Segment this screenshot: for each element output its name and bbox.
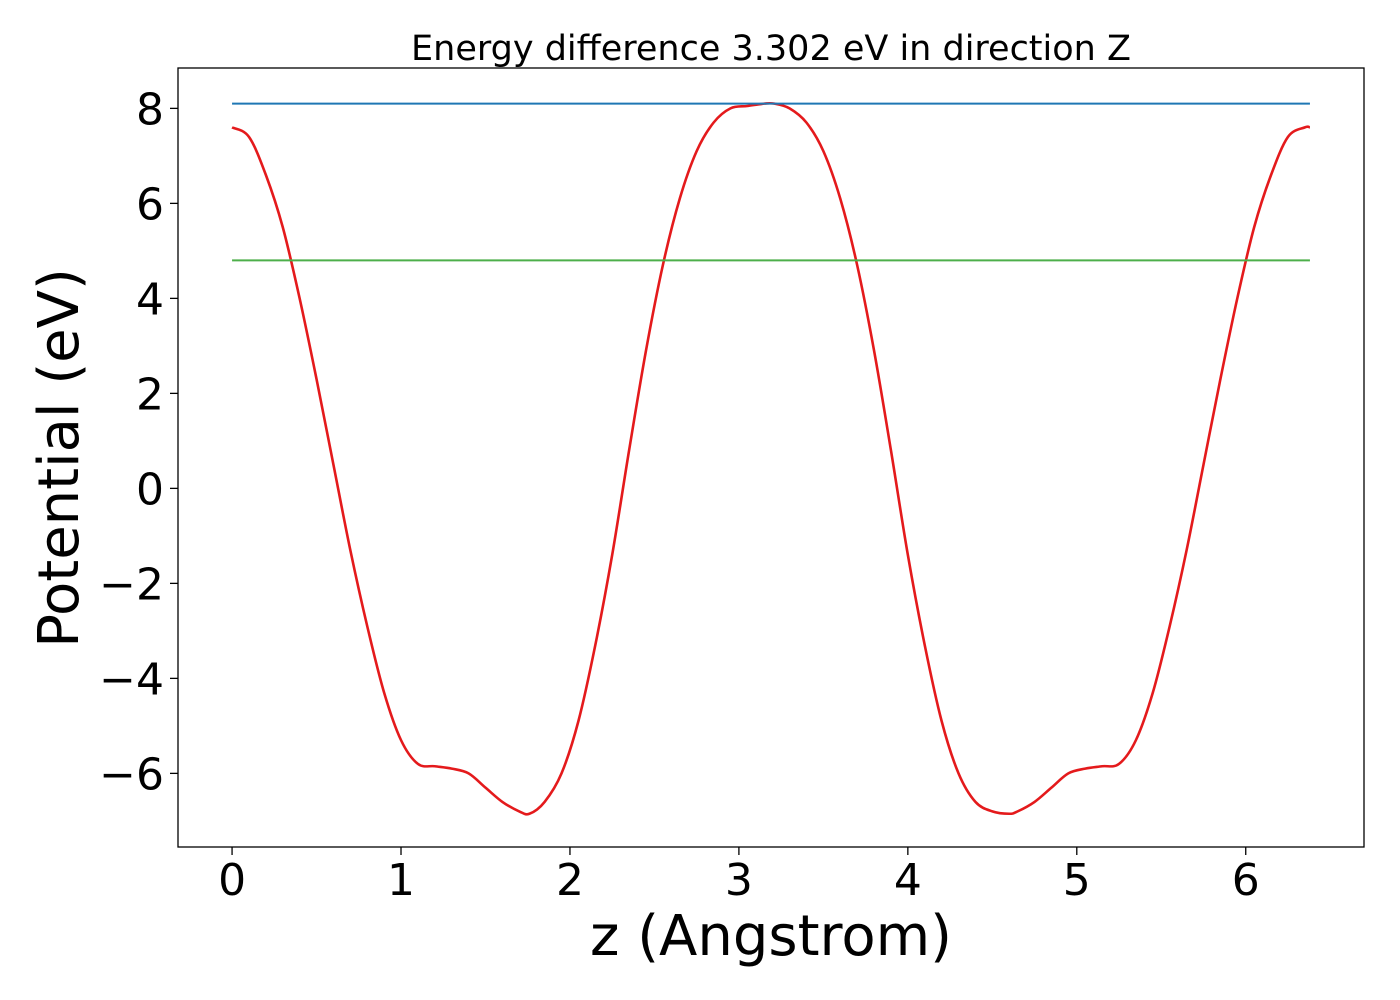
y-axis-label: Potential (eV) (27, 268, 92, 648)
y-tick-label: 4 (136, 274, 164, 325)
x-axis-label: z (Angstrom) (590, 904, 952, 969)
plot-series (231, 101, 1311, 816)
x-tick-label: 6 (1232, 855, 1260, 906)
y-axis-ticks: 8 6 4 2 0 −2 −4 −6 (99, 84, 178, 800)
y-tick-label: −6 (99, 749, 164, 800)
x-tick-label: 3 (725, 855, 753, 906)
y-tick-label: −2 (99, 559, 164, 610)
x-tick-label: 4 (894, 855, 922, 906)
plot-area-frame (177, 67, 1365, 848)
x-tick-label: 1 (387, 855, 415, 906)
x-tick-label: 2 (556, 855, 584, 906)
x-tick-label: 0 (218, 855, 246, 906)
x-axis-ticks: 0 1 2 3 4 5 6 (218, 847, 1260, 906)
y-tick-label: 0 (136, 464, 164, 515)
y-tick-label: 6 (136, 179, 164, 230)
x-tick-label: 5 (1063, 855, 1091, 906)
y-tick-label: 8 (136, 84, 164, 135)
chart-title: Energy difference 3.302 eV in direction … (411, 29, 1131, 69)
y-tick-label: −4 (99, 654, 164, 705)
y-tick-label: 2 (136, 369, 164, 420)
